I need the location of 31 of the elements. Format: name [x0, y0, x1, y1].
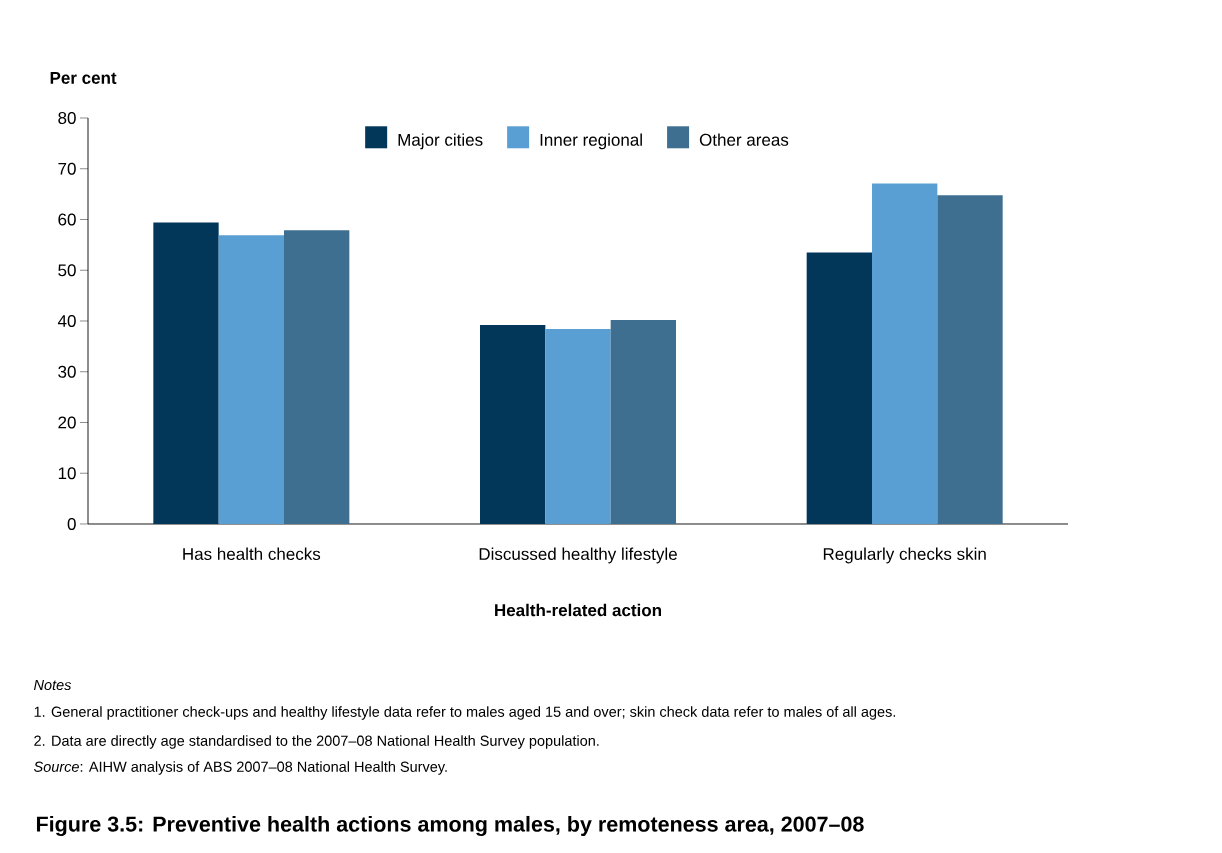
legend-label: Inner regional	[540, 133, 642, 150]
bar	[872, 183, 938, 524]
bar	[806, 252, 873, 524]
bar	[610, 319, 677, 524]
bar	[480, 325, 546, 524]
text: Figure 3.5: Preventive health actions among males, by remoteness area, 2007–08	[36, 815, 864, 837]
y-tick-label: 60	[58, 213, 76, 226]
text: 2. Data are directly age standardised to the 2007–08 National Health Survey population.	[34, 735, 599, 749]
y-tick-label: 0	[67, 517, 76, 531]
text: 1. General practitioner check-ups and healthy lifestyle data refer to males aged 15 and over; skin check data refer to males of all ages.	[34, 706, 896, 720]
y-tick-label: 70	[58, 162, 76, 175]
text: Source: AIHW analysis of ABS 2007–08 National Health Survey.	[33, 761, 447, 775]
text: Notes	[33, 679, 72, 691]
bar	[153, 222, 219, 524]
y-tick-label: 50	[58, 264, 76, 277]
y-tick-label: 20	[58, 416, 76, 429]
bar	[218, 235, 284, 524]
y-tick-label: 40	[57, 314, 76, 328]
legend-label: Major cities	[398, 133, 483, 150]
legend-label: Other areas	[699, 133, 789, 146]
bar	[937, 195, 1003, 524]
x-axis-title: Health-related action	[495, 603, 662, 617]
x-tick-label: Has health checks	[183, 547, 321, 561]
x-tick-label: Regularly checks skin	[823, 547, 986, 564]
bar	[284, 230, 350, 524]
y-axis-title: Per cent	[50, 72, 117, 84]
bar	[545, 329, 611, 524]
x-tick-label: Discussed healthy lifestyle	[479, 547, 677, 564]
y-tick-label: 10	[58, 467, 76, 480]
y-tick-label: 80	[58, 111, 76, 125]
y-tick-label: 30	[58, 365, 76, 378]
